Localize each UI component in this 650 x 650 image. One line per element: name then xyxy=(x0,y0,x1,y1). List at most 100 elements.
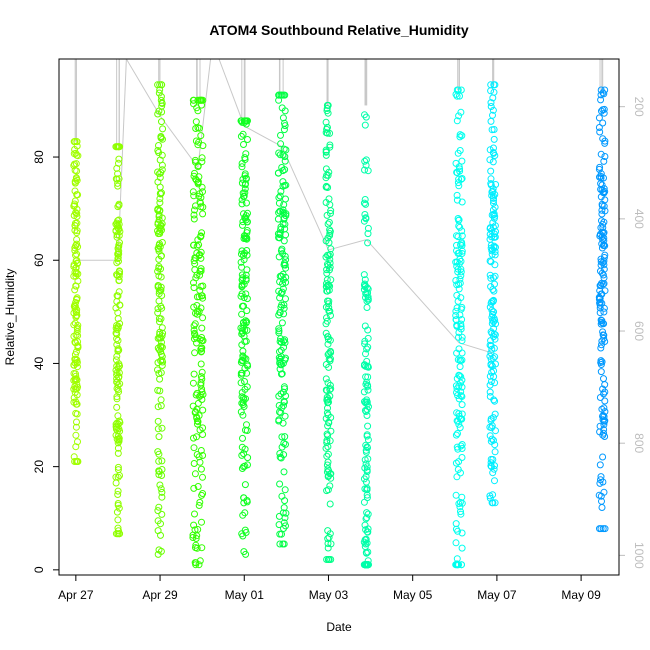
data-point xyxy=(457,469,464,477)
data-point xyxy=(327,245,335,253)
data-point xyxy=(327,355,334,363)
y-tick-label: 60 xyxy=(32,253,46,267)
data-point xyxy=(243,318,251,326)
data-point xyxy=(323,101,331,109)
data-point xyxy=(324,340,332,348)
data-point xyxy=(158,239,166,246)
data-point xyxy=(361,337,369,345)
data-point xyxy=(364,548,372,556)
data-point xyxy=(486,352,494,360)
data-point xyxy=(158,118,165,126)
data-point xyxy=(489,187,497,195)
data-point xyxy=(240,256,248,264)
data-point xyxy=(327,347,334,355)
data-point xyxy=(72,242,80,250)
data-point xyxy=(323,211,331,219)
data-point xyxy=(489,219,497,227)
data-point xyxy=(156,286,164,294)
data-point xyxy=(197,132,205,140)
data-point xyxy=(190,257,198,265)
data-point xyxy=(453,291,461,299)
data-point xyxy=(239,532,247,540)
data-point xyxy=(487,103,495,110)
data-point xyxy=(157,283,165,291)
data-point xyxy=(199,431,207,438)
data-point xyxy=(324,458,332,466)
data-point xyxy=(189,534,197,541)
data-point xyxy=(238,163,246,171)
data-point xyxy=(490,244,498,251)
data-point xyxy=(601,188,609,195)
data-point xyxy=(453,304,461,312)
data-point xyxy=(489,223,497,231)
data-point xyxy=(490,197,497,205)
data-point xyxy=(364,436,372,444)
data-point xyxy=(191,206,198,214)
data-point xyxy=(453,117,461,125)
data-point xyxy=(192,137,200,145)
data-point xyxy=(599,135,607,143)
data-point xyxy=(243,247,251,254)
data-point xyxy=(326,143,334,151)
data-point xyxy=(240,192,248,200)
data-point xyxy=(486,303,494,311)
data-point xyxy=(324,333,332,341)
data-point xyxy=(275,325,283,333)
data-point xyxy=(114,143,122,151)
data-point xyxy=(598,290,606,298)
data-point xyxy=(453,443,461,451)
plot-frame xyxy=(58,58,620,576)
data-point xyxy=(601,397,609,405)
data-point xyxy=(363,284,371,292)
data-point xyxy=(113,259,121,267)
data-point xyxy=(275,234,283,242)
data-point xyxy=(456,131,464,139)
data-point xyxy=(325,472,333,480)
data-point xyxy=(491,499,499,507)
data-point xyxy=(190,370,198,378)
data-point xyxy=(453,321,461,329)
data-point xyxy=(158,338,165,346)
data-point xyxy=(281,119,288,127)
data-point xyxy=(154,386,162,394)
data-point xyxy=(242,290,250,298)
data-point xyxy=(364,422,372,430)
data-point xyxy=(360,388,368,396)
data-point xyxy=(239,434,246,442)
data-point xyxy=(455,182,463,190)
data-point xyxy=(281,107,289,115)
data-point xyxy=(597,492,605,500)
data-point xyxy=(112,329,120,337)
data-point xyxy=(198,324,206,332)
data-point xyxy=(457,392,465,400)
data-point xyxy=(322,183,330,191)
data-point xyxy=(72,443,80,451)
data-point xyxy=(488,362,496,370)
data-point xyxy=(324,109,332,117)
data-point xyxy=(325,239,333,247)
track-line xyxy=(197,58,212,168)
data-point xyxy=(192,158,199,166)
data-point xyxy=(486,388,494,396)
data-point xyxy=(596,304,604,312)
data-point xyxy=(458,316,466,323)
data-point xyxy=(597,150,605,158)
data-point xyxy=(71,389,79,396)
data-point xyxy=(197,465,205,473)
data-point xyxy=(157,485,165,493)
data-point xyxy=(198,229,206,237)
data-point xyxy=(155,468,163,475)
data-point xyxy=(364,230,372,238)
data-point xyxy=(240,252,247,259)
data-point xyxy=(456,275,464,283)
data-point xyxy=(596,309,604,317)
data-point xyxy=(363,509,371,517)
data-point xyxy=(489,149,497,156)
data-point xyxy=(458,175,466,182)
data-point xyxy=(597,180,605,188)
data-point xyxy=(158,81,166,89)
data-point xyxy=(242,317,250,325)
data-point xyxy=(197,282,205,290)
data-point xyxy=(597,170,605,178)
data-point xyxy=(195,308,203,315)
